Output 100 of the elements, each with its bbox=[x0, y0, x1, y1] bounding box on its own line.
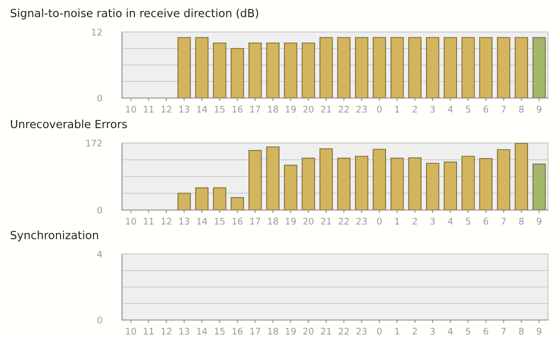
bar bbox=[248, 42, 262, 98]
chart-title: Unrecoverable Errors bbox=[10, 120, 127, 128]
bar bbox=[408, 157, 422, 210]
x-tick-label: 18 bbox=[268, 328, 278, 335]
bar bbox=[426, 162, 440, 210]
bar bbox=[319, 37, 333, 98]
x-tick-label: 4 bbox=[448, 106, 453, 112]
bar bbox=[212, 42, 226, 98]
bar bbox=[461, 156, 475, 210]
bar bbox=[195, 37, 209, 98]
bar bbox=[354, 37, 368, 98]
x-tick-label: 12 bbox=[162, 328, 172, 334]
x-tick-label: 16 bbox=[232, 328, 243, 335]
bar bbox=[319, 148, 333, 210]
x-tick-label: 11 bbox=[144, 328, 154, 334]
bar bbox=[230, 48, 244, 98]
x-tick-label: 17 bbox=[250, 328, 260, 334]
bar bbox=[177, 37, 191, 98]
x-tick-label: 16 bbox=[232, 106, 243, 113]
bar bbox=[337, 158, 351, 210]
bar bbox=[212, 187, 226, 210]
x-tick-label: 5 bbox=[466, 218, 470, 225]
bar bbox=[337, 37, 351, 98]
x-tick-label: 14 bbox=[197, 218, 208, 224]
x-tick-label: 8 bbox=[519, 218, 524, 225]
bar bbox=[195, 187, 209, 210]
bar bbox=[496, 37, 510, 98]
bar bbox=[354, 156, 368, 210]
x-tick-label: 10 bbox=[126, 328, 136, 335]
bar bbox=[461, 37, 475, 98]
x-tick-label: 6 bbox=[484, 106, 488, 113]
x-tick-label: 3 bbox=[430, 218, 435, 225]
y-tick-label: 4 bbox=[97, 250, 102, 258]
x-tick-label: 3 bbox=[430, 106, 435, 113]
chart-title: Synchronization bbox=[10, 230, 98, 242]
x-tick-label: 23 bbox=[356, 218, 367, 225]
x-tick-label: 12 bbox=[162, 218, 172, 224]
x-tick-label: 9 bbox=[536, 218, 542, 225]
x-tick-label: 0 bbox=[377, 218, 382, 225]
x-tick-label: 14 bbox=[197, 328, 208, 334]
x-tick-label: 18 bbox=[268, 106, 278, 113]
bar bbox=[284, 42, 298, 98]
bar bbox=[514, 37, 528, 98]
x-tick-label: 5 bbox=[466, 106, 470, 113]
x-tick-label: 8 bbox=[519, 106, 524, 113]
x-tick-label: 19 bbox=[286, 328, 296, 335]
x-tick-label: 2 bbox=[412, 106, 417, 112]
x-tick-label: 15 bbox=[214, 106, 225, 113]
x-tick-label: 7 bbox=[501, 328, 506, 334]
x-tick-label: 13 bbox=[179, 218, 190, 225]
x-tick-label: 4 bbox=[448, 328, 453, 334]
x-tick-label: 5 bbox=[466, 328, 470, 335]
x-tick-label: 2 bbox=[412, 328, 417, 334]
x-tick-label: 3 bbox=[430, 328, 435, 335]
bar bbox=[479, 37, 493, 98]
x-tick-label: 4 bbox=[448, 218, 453, 224]
x-tick-label: 21 bbox=[321, 106, 332, 112]
x-tick-label: 22 bbox=[338, 328, 349, 334]
x-tick-label: 23 bbox=[356, 106, 367, 113]
x-tick-label: 23 bbox=[356, 328, 367, 335]
x-tick-label: 17 bbox=[250, 218, 260, 224]
x-tick-label: 12 bbox=[162, 106, 172, 112]
bar bbox=[444, 37, 458, 98]
x-tick-label: 22 bbox=[338, 106, 349, 112]
x-tick-label: 8 bbox=[519, 328, 524, 335]
bar bbox=[479, 158, 493, 210]
bar bbox=[284, 164, 298, 210]
x-tick-label: 7 bbox=[501, 218, 506, 224]
x-tick-label: 19 bbox=[286, 218, 296, 225]
x-tick-label: 0 bbox=[377, 106, 382, 113]
bar bbox=[372, 37, 386, 98]
bar bbox=[177, 192, 191, 210]
x-tick-label: 9 bbox=[536, 106, 542, 113]
x-tick-label: 13 bbox=[179, 106, 190, 113]
bar bbox=[532, 164, 546, 210]
x-tick-label: 11 bbox=[144, 106, 154, 112]
x-tick-label: 15 bbox=[214, 328, 225, 335]
y-tick-label: 172 bbox=[86, 140, 102, 146]
x-tick-label: 20 bbox=[303, 106, 314, 113]
x-tick-label: 2 bbox=[412, 218, 417, 224]
x-tick-label: 20 bbox=[303, 328, 314, 335]
bar bbox=[266, 42, 280, 98]
x-tick-label: 1 bbox=[395, 106, 400, 112]
y-tick-label: 0 bbox=[97, 94, 102, 102]
x-tick-label: 0 bbox=[377, 328, 382, 335]
x-tick-label: 11 bbox=[144, 218, 154, 224]
bar bbox=[390, 37, 404, 98]
bar bbox=[302, 158, 316, 210]
x-tick-label: 17 bbox=[250, 106, 260, 112]
x-tick-label: 19 bbox=[286, 106, 296, 113]
x-tick-label: 20 bbox=[303, 218, 314, 225]
x-tick-label: 14 bbox=[197, 106, 208, 112]
x-tick-label: 10 bbox=[126, 218, 136, 225]
y-tick-label: 0 bbox=[97, 316, 102, 324]
x-tick-label: 13 bbox=[179, 328, 190, 335]
bar bbox=[444, 162, 458, 210]
bar bbox=[372, 148, 386, 210]
bar bbox=[532, 37, 546, 98]
x-tick-label: 16 bbox=[232, 218, 243, 225]
x-tick-label: 6 bbox=[484, 328, 488, 335]
